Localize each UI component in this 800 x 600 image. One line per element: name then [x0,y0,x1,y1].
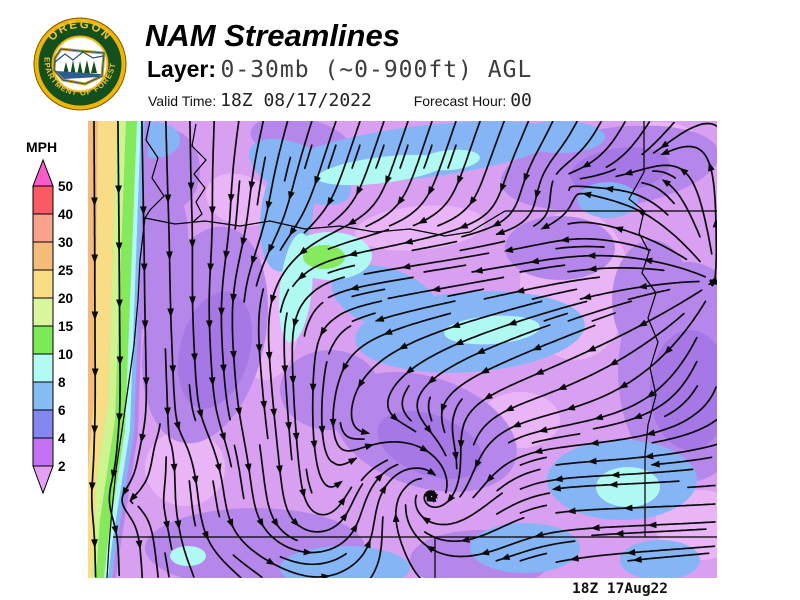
legend-tick-label: 6 [58,403,66,418]
legend-tick-label: 30 [58,235,73,250]
map-timestamp: 18Z 17Aug22 [540,581,700,597]
legend-segment [33,326,53,354]
legend-segment [33,354,53,382]
weather-map-page: OREGON DEPARTMENT OF FORESTRY NAM Stream… [0,0,800,600]
legend-tick-label: 4 [58,431,66,446]
streamline-map: MPH 50 40 30 25 20 15 10 8 6 4 2 [0,0,800,600]
legend-tick-label: 50 [58,179,73,194]
legend-tick-label: 40 [58,207,73,222]
legend-tick-label: 15 [58,319,74,334]
legend-segment [33,186,53,214]
map-layers [88,109,758,590]
legend-segment [33,214,53,242]
legend-segment [33,438,53,466]
legend-segment [33,298,53,326]
legend-segment [33,242,53,270]
legend-tick-label: 8 [58,375,66,390]
legend-tick-label: 2 [58,459,66,474]
legend-segment [33,382,53,410]
legend-tick-label: 25 [58,263,74,278]
legend-tick-label: 20 [58,291,73,306]
legend-segment [33,410,53,438]
legend-tick-label: 10 [58,347,73,362]
legend-under-arrow [33,466,53,493]
legend-over-arrow [33,160,53,186]
wind-speed-legend: MPH 50 40 30 25 20 15 10 8 6 4 2 [26,139,74,493]
legend-segment [33,270,53,298]
legend-title: MPH [26,139,57,155]
